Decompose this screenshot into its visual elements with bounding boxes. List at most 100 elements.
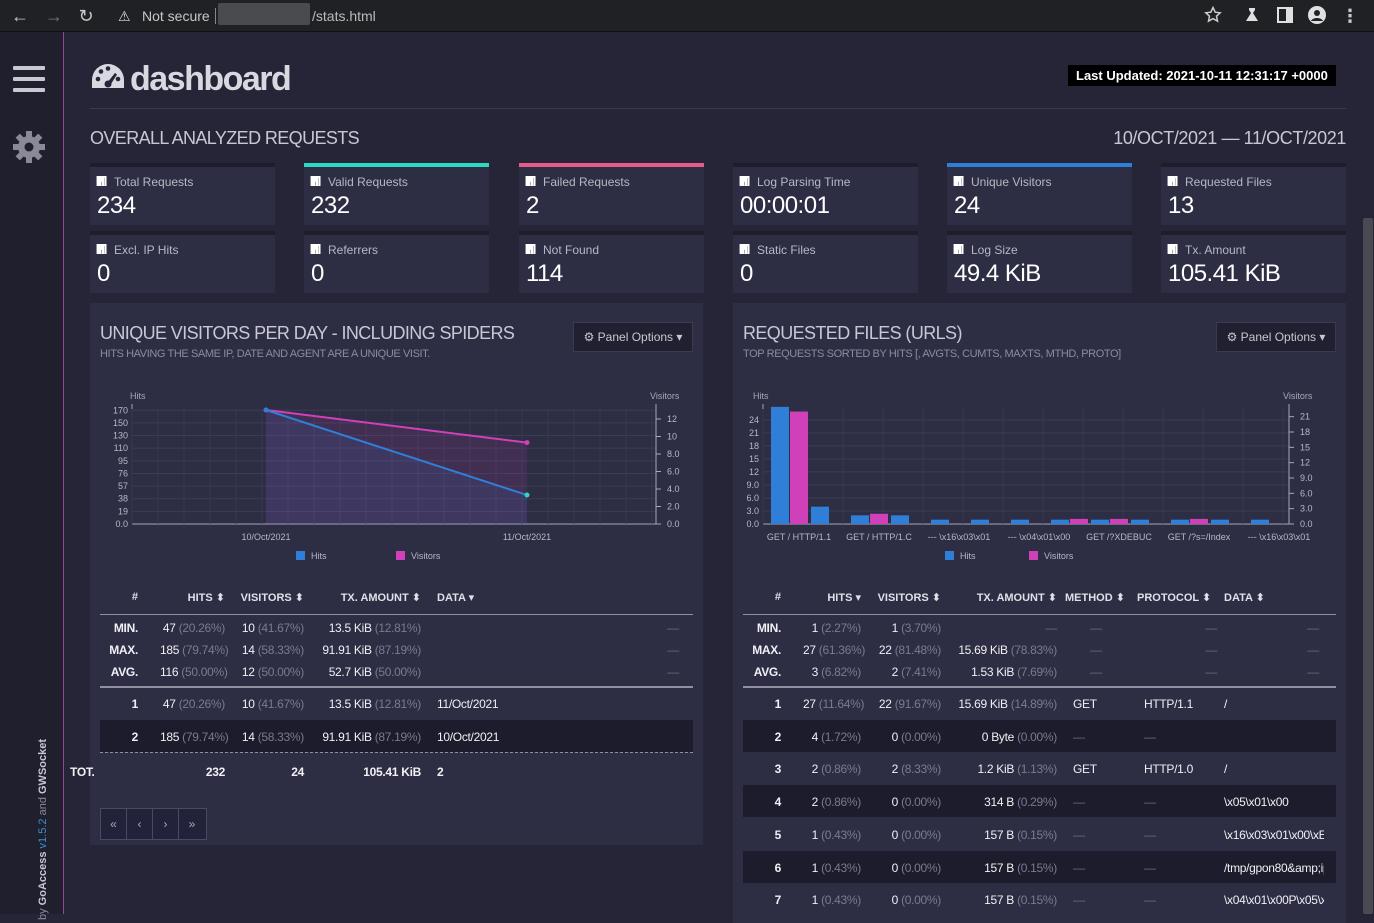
stat-label: Referrers [328, 243, 379, 257]
panel-options-button[interactable]: ⚙ Panel Options ▾ [573, 322, 693, 352]
table-row[interactable]: 7 1 (0.43%) 0 (0.00%) 157 B (0.15%) — — \x04\x… [743, 883, 1336, 915]
stat-value: 0 [311, 260, 324, 287]
visitors-cell: 0 (0.00%) [891, 860, 942, 875]
forward-icon[interactable]: → [45, 6, 63, 26]
stat-label: Log Parsing Time [757, 175, 851, 189]
hits-cell: 2 (0.86%) [811, 762, 862, 777]
summary-row: MIN. 47 (20.26%) 10 (41.67%) 13.5 KiB (12.8… [100, 617, 693, 639]
column-header-1[interactable]: HITS ⬍ [187, 592, 225, 604]
tx-cell: 13.5 KiB (12.81%) [328, 697, 422, 711]
y-tick-label: 24 [749, 415, 759, 425]
legend-swatch [1029, 551, 1038, 560]
column-header-2[interactable]: VISITORS ⬍ [240, 592, 304, 604]
column-header-0[interactable]: # [774, 591, 781, 603]
hits-bar [1171, 519, 1189, 524]
column-header-1[interactable]: HITS ▾ [827, 592, 861, 604]
table-row[interactable]: 2 185 (79.74%) 14 (58.33%) 91.91 KiB (87.19… [100, 719, 693, 752]
tx-cell: 15.69 KiB (14.89%) [958, 697, 1057, 711]
protocol-cell: — [1144, 795, 1156, 810]
bar-chart-icon: 📊 [739, 244, 751, 254]
y-tick-label: 0.0 [746, 519, 759, 529]
hits-area [266, 410, 527, 524]
y2-tick-label: 6.0 [1300, 488, 1313, 498]
stat-label: Requested Files [1185, 175, 1272, 189]
visitors-cell: 10 (41.67%) [241, 621, 304, 635]
column-header-3[interactable]: TX. AMOUNT ⬍ [976, 592, 1057, 604]
column-header-0[interactable]: # [131, 591, 138, 603]
column-header-2[interactable]: VISITORS ⬍ [877, 592, 941, 604]
y-tick-label: 170 [113, 405, 128, 415]
legend-label: Visitors [1044, 551, 1074, 561]
summary-row: MAX. 27 (61.36%) 22 (81.48%) 15.69 KiB (78.… [743, 639, 1336, 661]
tx-cell: 91.91 KiB (87.19%) [322, 729, 421, 744]
bar-chart-icon: 📊 [739, 176, 751, 186]
back-icon[interactable]: ← [11, 6, 29, 26]
table-row[interactable]: 5 1 (0.43%) 0 (0.00%) 157 B (0.15%) — — \x16\x… [743, 818, 1336, 850]
row-key: 7 [774, 893, 782, 908]
y-axis-label: Hits [753, 391, 769, 401]
table-row[interactable]: 6 1 (0.43%) 0 (0.00%) 157 B (0.15%) — — /tmp/g… [743, 850, 1336, 883]
hamburger-icon[interactable] [13, 66, 45, 99]
visitors-cell: 2 (7.41%) [891, 665, 942, 679]
table-row[interactable]: 4 2 (0.86%) 0 (0.00%) 314 B (0.29%) — — \x05\x… [743, 785, 1336, 818]
bar-chart-icon: 📊 [1167, 244, 1179, 254]
first-page-button[interactable]: « [101, 809, 127, 839]
menu-icon[interactable]: ⋮ [1341, 6, 1359, 26]
tx-cell: 1.53 KiB (7.69%) [971, 665, 1057, 679]
table-row[interactable]: 1 27 (11.64%) 22 (91.67%) 15.69 KiB (14.89%… [743, 687, 1336, 719]
hits-cell: 3 (6.82%) [811, 665, 862, 679]
stat-card: 📊 Log Size 49.4 KiB [947, 231, 1132, 293]
protocol-cell: HTTP/1.0 [1144, 762, 1193, 777]
tx-cell: — [1045, 621, 1057, 635]
method-cell: — [1073, 893, 1085, 908]
visitors-area [266, 410, 527, 524]
next-page-button[interactable]: › [153, 809, 179, 839]
hits-bar [811, 506, 829, 524]
table-row[interactable]: 2 4 (1.72%) 0 (0.00%) 0 Byte (0.00%) — — [743, 719, 1336, 752]
sidepanel-icon[interactable] [1276, 6, 1294, 24]
method-cell: — [1073, 729, 1085, 744]
stat-label: Tx. Amount [1185, 243, 1246, 257]
divider [100, 686, 693, 688]
last-page-button[interactable]: » [188, 817, 196, 831]
y2-tick-label: 12 [667, 414, 677, 424]
address-bar[interactable]: ⚠ Not secure /stats.html [108, 3, 1228, 29]
x-tick-label: 10/Oct/2021 [241, 532, 290, 542]
hits-cell: 1 (0.43%) [811, 827, 862, 842]
column-header-4[interactable]: DATA ▾ [437, 592, 475, 604]
column-header-4[interactable]: METHOD ⬍ [1065, 592, 1125, 604]
reload-icon[interactable]: ↻ [78, 6, 94, 26]
hits-bar [1211, 519, 1229, 524]
scrollbar[interactable] [1363, 218, 1373, 914]
visitors-cell: 14 (58.33%) [241, 729, 304, 744]
extension-icon[interactable] [1243, 6, 1261, 24]
stat-card: 📊 Unique Visitors 24 [947, 163, 1132, 225]
gear-icon[interactable] [12, 130, 46, 164]
row-key: 1 [131, 697, 139, 711]
column-header-5[interactable]: PROTOCOL ⬍ [1137, 592, 1212, 604]
visitors-cell: 22 (81.48%) [878, 643, 941, 657]
stat-label: Log Size [971, 243, 1018, 257]
summary-row: MAX. 185 (79.74%) 14 (58.33%) 91.91 KiB (87… [100, 639, 693, 661]
stat-value: 2 [526, 192, 539, 219]
bar-chart-icon: 📊 [310, 176, 322, 186]
y2-tick-label: 21 [1300, 412, 1310, 422]
y-tick-label: 38 [118, 494, 128, 504]
column-header-6[interactable]: DATA ⬍ [1224, 592, 1265, 604]
not-secure-label[interactable]: Not secure [142, 8, 210, 24]
y-tick-label: 0.0 [115, 519, 128, 529]
row-key: MIN. [113, 621, 138, 635]
panel-title: REQUESTED FILES (URLS) [743, 323, 962, 343]
tx-cell: 0 Byte (0.00%) [981, 729, 1058, 744]
y2-tick-label: 2.0 [667, 502, 680, 512]
stat-value: 13 [1168, 192, 1194, 219]
x-tick-label: GET /?s=/Index [1168, 532, 1231, 542]
table-row[interactable]: 1 47 (20.26%) 10 (41.67%) 13.5 KiB (12.81%)… [100, 687, 693, 719]
profile-icon[interactable] [1307, 5, 1327, 25]
y2-axis-label: Visitors [650, 391, 680, 401]
panel-options-button[interactable]: ⚙ Panel Options ▾ [1216, 322, 1336, 352]
prev-page-button[interactable]: ‹ [127, 809, 153, 839]
table-row[interactable]: 3 2 (0.86%) 2 (8.33%) 1.2 KiB (1.13%) GET HTT… [743, 752, 1336, 784]
column-header-3[interactable]: TX. AMOUNT ⬍ [340, 592, 421, 604]
star-icon[interactable] [1204, 6, 1222, 24]
